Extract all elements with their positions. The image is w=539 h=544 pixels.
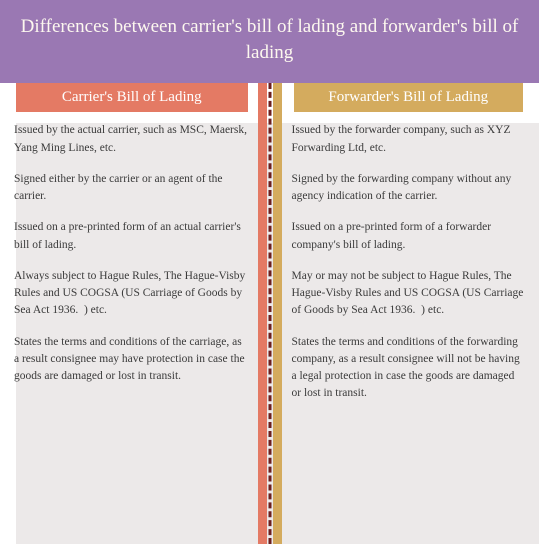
left-column-title: Carrier's Bill of Lading	[16, 83, 248, 112]
left-point: Signed either by the carrier or an agent…	[14, 171, 250, 206]
right-point: Issued on a pre-printed form of a forwar…	[292, 219, 526, 254]
left-point: Issued on a pre-printed form of an actua…	[14, 219, 250, 254]
right-point: States the terms and conditions of the f…	[292, 334, 526, 403]
comparison-columns: Carrier's Bill of Lading Issued by the a…	[0, 83, 539, 544]
left-accent-bar	[258, 83, 267, 544]
left-points: Issued by the actual carrier, such as MS…	[14, 122, 250, 385]
right-point: Issued by the forwarder company, such as…	[292, 122, 526, 157]
left-column: Carrier's Bill of Lading Issued by the a…	[0, 83, 270, 544]
header-banner: Differences between carrier's bill of la…	[0, 0, 539, 83]
left-point: States the terms and conditions of the c…	[14, 334, 250, 386]
center-divider	[268, 83, 271, 544]
right-point: Signed by the forwarding company without…	[292, 171, 526, 206]
right-accent-bar	[273, 83, 282, 544]
right-point: May or may not be subject to Hague Rules…	[292, 268, 526, 320]
right-points: Issued by the forwarder company, such as…	[292, 122, 526, 402]
right-column: Forwarder's Bill of Lading Issued by the…	[270, 83, 539, 544]
left-point: Issued by the actual carrier, such as MS…	[14, 122, 250, 157]
right-column-title: Forwarder's Bill of Lading	[294, 83, 524, 112]
left-point: Always subject to Hague Rules, The Hague…	[14, 268, 250, 320]
page-title: Differences between carrier's bill of la…	[21, 16, 519, 63]
